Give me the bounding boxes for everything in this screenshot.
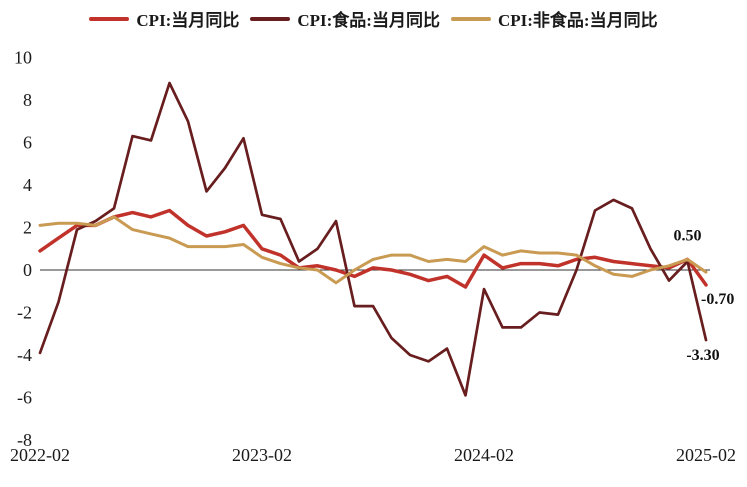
- legend-item-cpi-food: CPI:食品:当月同比: [250, 6, 440, 31]
- x-tick-label: 2024-02: [454, 445, 514, 465]
- legend-label-cpi-food: CPI:食品:当月同比: [297, 11, 440, 30]
- legend-label-cpi-nonfood: CPI:非食品:当月同比: [497, 11, 658, 30]
- y-tick-label: 0: [23, 260, 32, 280]
- y-tick-label: -4: [17, 345, 32, 365]
- cpi-food-line: [38, 81, 708, 397]
- y-tick-label: 2: [23, 218, 32, 238]
- y-tick-label: 8: [23, 90, 32, 110]
- legend-label-cpi: CPI:当月同比: [136, 11, 240, 30]
- chart-legend: CPI:当月同比 CPI:食品:当月同比 CPI:非食品:当月同比: [0, 6, 747, 31]
- y-tick-label: -8: [17, 430, 32, 450]
- cpi-line-swatch-icon: [89, 16, 130, 21]
- value-annotation: -3.30: [686, 347, 719, 364]
- value-annotation: -0.70: [701, 291, 734, 308]
- cpi-food-line-swatch-icon: [250, 16, 291, 21]
- x-tick-label: 2025-02: [676, 445, 736, 465]
- cpi-line: [38, 208, 708, 289]
- value-annotation: 0.50: [674, 227, 702, 244]
- cpi-nonfood-line-swatch-icon: [450, 16, 491, 21]
- legend-item-cpi: CPI:当月同比: [89, 6, 239, 31]
- y-tick-label: -2: [17, 303, 32, 323]
- y-tick-label: 6: [23, 133, 32, 153]
- y-tick-label: 10: [14, 48, 32, 68]
- x-tick-label: 2022-02: [10, 445, 70, 465]
- legend-item-cpi-nonfood: CPI:非食品:当月同比: [450, 6, 658, 31]
- cpi-nonfood-line: [38, 215, 708, 285]
- x-tick-label: 2023-02: [232, 445, 292, 465]
- y-tick-label: 4: [23, 175, 32, 195]
- y-tick-label: -6: [17, 388, 32, 408]
